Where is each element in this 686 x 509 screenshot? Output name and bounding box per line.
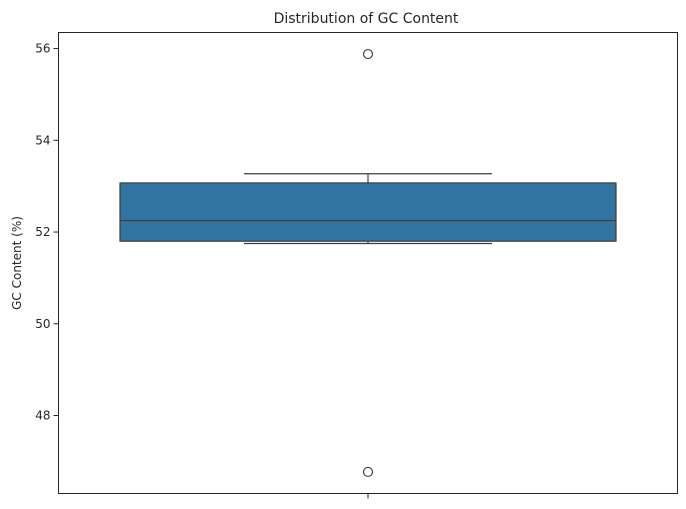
plot-frame [58, 32, 678, 494]
chart-title: Distribution of GC Content [274, 11, 459, 27]
outlier-point [362, 48, 374, 60]
y-axis-label: GC Content (%) [10, 216, 24, 310]
y-tick-label: 50 [35, 317, 50, 331]
y-tick-label: 54 [35, 133, 50, 147]
y-tick-label: 56 [35, 42, 50, 56]
plot-area: 48 50 52 54 56 [35, 42, 617, 499]
iqr-box [119, 182, 617, 242]
outlier-point [362, 466, 374, 478]
y-tick-label: 52 [35, 225, 50, 239]
y-tick-label: 48 [35, 409, 50, 423]
